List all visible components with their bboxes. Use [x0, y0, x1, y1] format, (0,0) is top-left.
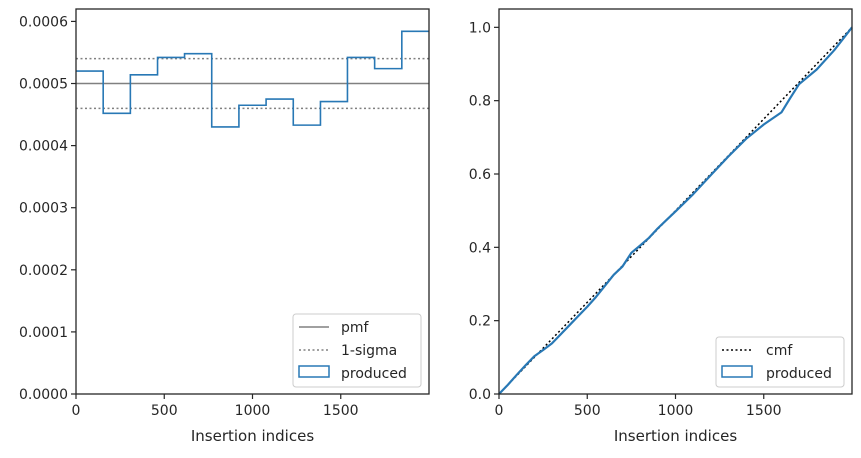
cmf-x-axis: 0 500 1000 1500 — [495, 394, 782, 419]
cmf-x-tick-label: 1500 — [746, 403, 782, 419]
pmf-x-tick-label: 1500 — [323, 403, 359, 419]
pmf-x-tick-label: 1000 — [235, 403, 271, 419]
cmf-y-tick-label: 0.6 — [469, 167, 491, 183]
pmf-x-tick-label: 500 — [151, 403, 178, 419]
pmf-x-axis: 0 500 1000 1500 — [72, 394, 359, 419]
pmf-y-tick-label: 0.0006 — [19, 14, 68, 30]
cmf-x-tick-label: 1000 — [658, 403, 694, 419]
cmf-x-axis-label: Insertion indices — [614, 427, 737, 445]
cmf-y-tick-label: 0.2 — [469, 314, 491, 330]
pmf-legend: pmf 1-sigma produced — [293, 314, 421, 387]
pmf-y-tick-label: 0.0001 — [19, 325, 68, 341]
cmf-y-tick-label: 0.0 — [469, 387, 491, 403]
cmf-legend-produced-label: produced — [766, 366, 832, 382]
pmf-y-tick-label: 0.0003 — [19, 201, 68, 217]
cmf-legend-cmf-label: cmf — [766, 343, 793, 359]
pmf-y-tick-label: 0.0000 — [19, 387, 68, 403]
cmf-x-tick-label: 0 — [495, 403, 504, 419]
pmf-y-tick-label: 0.0002 — [19, 263, 68, 279]
pmf-y-tick-label: 0.0005 — [19, 77, 68, 93]
pmf-legend-pmf-label: pmf — [341, 320, 370, 336]
cmf-axes-frame — [499, 9, 852, 394]
cmf-y-tick-label: 0.8 — [469, 94, 491, 110]
cmf-y-axis: 0.0 0.2 0.4 0.6 0.8 1.0 — [469, 20, 499, 403]
cmf-legend: cmf produced — [716, 337, 844, 387]
pmf-legend-sigma-label: 1-sigma — [341, 343, 397, 359]
pmf-x-axis-label: Insertion indices — [191, 427, 314, 445]
pmf-plot-area — [76, 31, 429, 127]
pmf-x-tick-label: 0 — [72, 403, 81, 419]
pmf-legend-produced-label: produced — [341, 366, 407, 382]
pmf-y-tick-label: 0.0004 — [19, 139, 68, 155]
cmf-x-tick-label: 500 — [574, 403, 601, 419]
pmf-y-axis: 0.0000 0.0001 0.0002 0.0003 0.0004 0.0005 0.00… — [19, 14, 76, 403]
cmf-y-tick-label: 0.4 — [469, 240, 491, 256]
produced-step-series — [76, 31, 429, 127]
cmf-panel: 0 500 1000 1500 0.0 0.2 0.4 0.6 0.8 1.0 Insertio… — [469, 9, 852, 445]
cmf-y-tick-label: 1.0 — [469, 20, 491, 36]
